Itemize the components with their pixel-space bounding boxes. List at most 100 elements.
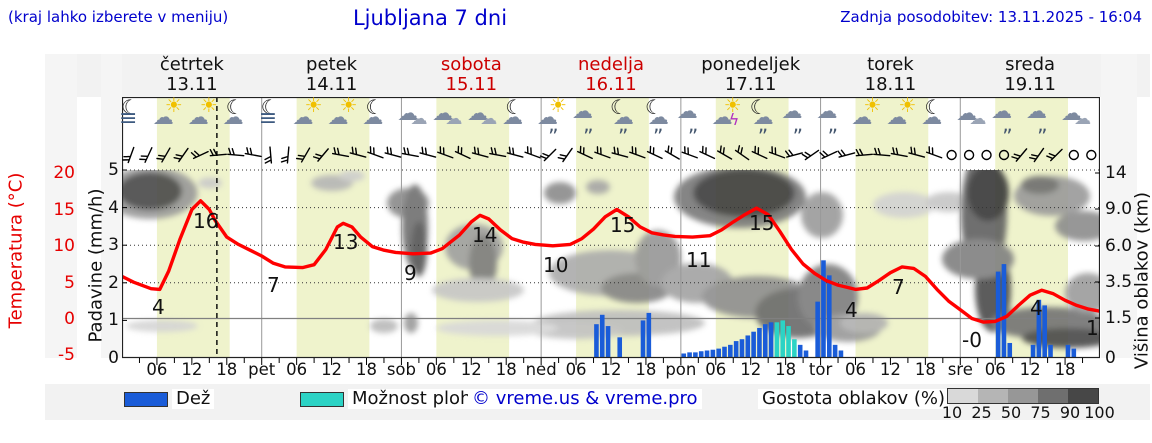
wind-barb-icon [681,146,698,159]
shower-legend-label: Možnost ploh [348,389,476,409]
axis-tick-label: 1 [108,310,119,331]
axis-tick-label: 3 [108,235,119,256]
thunder-day-icon: ☀ ☁ ϟ [711,93,742,129]
daytime-band [296,97,370,358]
wind-barb-icon [139,147,153,163]
day-name: ponedeljek [701,54,801,75]
cloud-density-scale-values: 10 25 50 75 90 100 [932,404,1132,422]
cloud-density-legend-label: Gostota oblakov (%) [758,389,950,409]
day-name: sobota [440,54,502,75]
axis-tick-label: 2 [108,272,119,293]
wind-barb-icon [890,147,908,158]
wind-barb-icon [784,149,803,158]
moon-cloud-rain-icon: ☾ ☁ „ [610,95,635,136]
temperature-value-label: 4 [845,298,858,322]
day-date: 18.11 [864,74,917,95]
x-axis-label: 12 [879,360,901,379]
shower-legend-swatch [300,392,344,407]
calm-wind-icon [1068,149,1080,161]
wind-barb-icon [367,146,384,159]
cloud-ticks-strip [1101,54,1137,358]
wind-barb-icon [1029,147,1045,163]
moon-cloud-icon: ☾ ☁ [502,95,524,129]
temperature-value-label: 11 [686,248,712,272]
wind-barbs-row [122,145,1097,164]
density-scale-value: 75 [1030,403,1051,422]
x-axis-labels: 06 12 18 pet 06 12 18 sob 06 12 18 ned 06 12 18 pon 06 12… [122,360,1100,382]
wind-barb-icon [629,146,646,159]
fog-night-icon: ☾ ≡ [258,95,279,131]
day-name: torek [867,54,914,75]
temperature-axis-label: Temperatura (°C) [5,172,27,329]
wind-barb-icon [156,147,171,163]
moon-cloud-icon: ☾ ☁ [362,95,384,129]
wind-barb-icon [855,148,873,157]
cloudy-icon: ☁ ☁ [956,101,987,129]
temperature-value-label: 15 [749,211,775,235]
fog-night-icon: ☾ ≡ [119,95,139,131]
wind-barb-icon [664,145,680,160]
wind-barb-icon [873,147,891,157]
wind-barb-icon [312,148,329,162]
x-axis-label: 18 [495,360,517,379]
x-axis-label: 18 [1054,360,1076,379]
copyright-link[interactable]: © vreme.us & vreme.pro [468,389,702,409]
location-menu-note: (kraj lahko izberete v meniju) [8,8,229,26]
calm-wind-icon [963,149,975,161]
x-axis-label: 12 [460,360,482,379]
temperature-line [122,199,1100,324]
x-axis-label: 06 [845,360,866,379]
temperature-value-label: 15 [610,213,636,237]
x-axis-label: 18 [356,360,377,379]
wind-barb-icon [646,145,663,160]
wind-barb-icon [419,146,437,158]
x-axis-label: 18 [775,360,797,379]
axis-tick-label: 5 [64,272,75,293]
x-axis-label: 06 [425,360,447,379]
x-axis-label: 12 [600,360,622,379]
wind-barb-icon [384,146,402,158]
wind-barb-icon [925,146,943,159]
day-date: 13.11 [166,74,218,95]
moon-cloud-rain-icon: ☾ ☁ „ [644,95,669,136]
day-name: sreda [1005,54,1056,75]
wind-barb-icon [349,146,367,158]
x-axis-label: 06 [565,360,587,379]
temperature-value-label: 7 [267,273,280,297]
rain-legend-label: Dež [172,389,215,409]
wind-barb-icon [331,147,350,158]
day-date: 15.11 [445,74,498,95]
x-axis-label: 06 [705,360,727,379]
cloud-rain-icon: ☁ „ [991,99,1013,136]
precipitation-bars [594,260,1077,358]
axis-tick-label: 15 [53,199,75,220]
cloudy-icon: ☁ ☁ [432,101,463,129]
wind-barb-icon [524,146,541,159]
temperature-value-label: -0 [962,328,982,352]
axis-tick-label: 3.5 [1105,272,1133,292]
sun-cloud-icon: ☀ ☁ [152,93,183,129]
temperature-value-label: 9 [404,261,417,285]
day-name: četrtek [159,54,224,75]
x-axis-label: pon [665,360,697,379]
wind-barb-icon [244,147,262,158]
wind-barb-icon [539,148,557,162]
density-scale-segment [1038,389,1068,403]
wind-barb-icon [1046,148,1063,162]
temperature-value-label: 7 [892,275,905,299]
calm-wind-icon [946,149,957,161]
cloudy-icon: ☁ ☁ [1061,101,1092,129]
x-axis-label: 06 [984,360,1006,379]
cloud-rain-icon: ☁ „ [781,99,804,136]
rain-legend-swatch [124,392,168,407]
day-name: petek [306,54,358,75]
wind-barb-icon [264,146,273,164]
wind-barb-icon [1011,148,1028,162]
axis-tick-label: 0 [1105,348,1116,368]
axis-tick-label: 4 [108,197,119,218]
wind-barb-icon [506,146,524,158]
page-title: Ljubljana 7 dni [352,6,508,30]
axis-tick-label: 14 [1105,163,1127,183]
calm-wind-icon [981,149,992,161]
wind-barb-icon [557,147,573,163]
